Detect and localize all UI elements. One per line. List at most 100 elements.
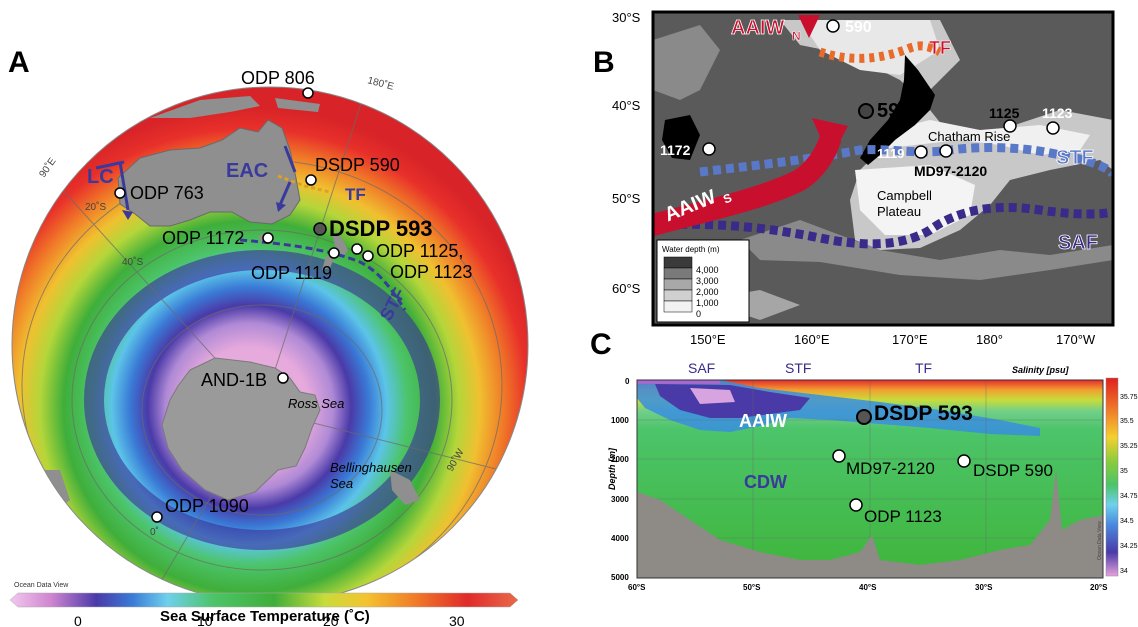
- site-marker-odp1123: [362, 250, 374, 262]
- aaiwn-label: AAIW N: [731, 17, 801, 44]
- panel-a: A: [8, 46, 529, 627]
- svg-text:35: 35: [1120, 468, 1128, 475]
- svg-text:34.75: 34.75: [1120, 493, 1138, 500]
- site-b-1119-label: 1119: [877, 146, 905, 161]
- svg-text:30°S: 30°S: [975, 583, 993, 592]
- campbell-label-1: Campbell: [877, 188, 932, 203]
- svg-text:1000: 1000: [611, 416, 629, 425]
- sites-c: DSDP 593 MD97-2120 DSDP 590 ODP 1123: [832, 402, 1053, 526]
- site-label-odp763: ODP 763: [130, 183, 204, 203]
- lat-tick-40: 40°S: [612, 98, 641, 113]
- sst-globe: [11, 86, 529, 604]
- svg-text:34.5: 34.5: [1120, 518, 1134, 525]
- svg-text:AAIW: AAIW: [731, 17, 784, 39]
- map-b-lon-ticks: 150°E 160°E 170°E 180° 170°W: [690, 332, 1096, 347]
- site-b-md97: [939, 144, 953, 158]
- panel-b: B 30°S 40°S 50°S: [593, 10, 1115, 347]
- site-label-odp1125: ODP 1125,: [376, 241, 463, 261]
- depth-legend-title: Water depth (m): [662, 245, 720, 254]
- svg-text:N: N: [792, 29, 801, 43]
- svg-text:40°S: 40°S: [859, 583, 877, 592]
- salinity-colorbar: 35.75 35.5 35.25 35 34.75 34.5 34.25 34: [1105, 377, 1138, 577]
- depth-3000: 3,000: [696, 276, 719, 286]
- site-marker-odp1172: [262, 232, 274, 244]
- panel-b-letter: B: [593, 46, 615, 79]
- salinity-title: Salinity [psu]: [1012, 365, 1070, 375]
- site-label-dsdp590: DSDP 590: [315, 155, 400, 175]
- new-zealand-landmass: [322, 232, 348, 270]
- depth-0: 0: [696, 309, 701, 319]
- site-marker-dsdp593: [313, 222, 327, 236]
- site-b-1119: [914, 145, 928, 159]
- panel-c-letter: C: [590, 328, 612, 361]
- site-b-590: [826, 19, 840, 33]
- sst-colorbar-label: Sea Surface Temperature (˚C): [160, 608, 370, 625]
- site-c-dsdp593: [856, 409, 872, 425]
- site-c-dsdp590-label: DSDP 590: [973, 461, 1053, 480]
- sst-tick-20: 20: [323, 613, 339, 627]
- svg-text:20°S: 20°S: [1090, 583, 1108, 592]
- antarctica-landmass: [161, 357, 321, 501]
- site-c-odp1123: [849, 498, 863, 512]
- depth-1000: 1,000: [696, 298, 719, 308]
- lon-tick-180: 180°: [976, 332, 1003, 347]
- svg-text:34: 34: [1120, 568, 1128, 575]
- lat-ticks-c: 60°S 50°S 40°S 30°S 20°S: [628, 583, 1108, 592]
- site-label-odp1090: ODP 1090: [165, 496, 249, 516]
- svg-text:3000: 3000: [611, 495, 629, 504]
- lon-180-label: 180˚E: [366, 74, 395, 93]
- campbell-label-2: Plateau: [877, 204, 921, 219]
- site-c-odp1123-label: ODP 1123: [864, 507, 942, 526]
- sst-colorbar: 0 10 20 30: [9, 592, 519, 627]
- svg-text:35.75: 35.75: [1120, 394, 1138, 401]
- lat-tick-50: 50°S: [612, 191, 641, 206]
- site-marker-odp806: [302, 87, 314, 99]
- sites-a: ODP 806 DSDP 590 ODP 763 DSDP 593 ODP 11…: [114, 68, 472, 523]
- tf-label: TF: [345, 185, 366, 204]
- odv-credit-a: Ocean Data View: [14, 582, 69, 589]
- sst-tick-30: 30: [449, 613, 465, 627]
- lon-90e-label: 90˚E: [37, 155, 59, 179]
- site-label-odp806: ODP 806: [241, 68, 315, 88]
- sst-tick-0: 0: [74, 613, 82, 627]
- section-seafloor: [637, 470, 1103, 578]
- site-marker-dsdp590: [305, 174, 317, 186]
- sst-tick-10: 10: [197, 613, 213, 627]
- site-c-dsdp593-label: DSDP 593: [874, 402, 973, 425]
- site-b-593-label: 593: [877, 100, 910, 122]
- svg-text:34.25: 34.25: [1120, 543, 1138, 550]
- site-b-1172: [702, 142, 716, 156]
- depth-2000: 2,000: [696, 287, 719, 297]
- site-marker-odp1125: [351, 243, 363, 255]
- lat-tick-60: 60°S: [612, 281, 641, 296]
- lon-tick-160e: 160°E: [794, 332, 830, 347]
- svg-text:2000: 2000: [611, 455, 629, 464]
- odv-credit-c: Ocean Data View: [1097, 521, 1103, 560]
- site-c-md97: [832, 449, 846, 463]
- front-b-saf: SAF: [1058, 232, 1098, 254]
- lon-tick-150e: 150°E: [690, 332, 726, 347]
- svg-text:50°S: 50°S: [743, 583, 761, 592]
- site-label-odp1123: ODP 1123: [390, 262, 472, 282]
- front-c-saf: SAF: [688, 360, 715, 376]
- lat-tick-30: 30°S: [612, 10, 641, 25]
- aaiw-label: AAIW: [739, 411, 787, 431]
- site-label-odp1119: ODP 1119: [251, 263, 332, 283]
- site-b-1125-label: 1125: [989, 105, 1020, 121]
- svg-text:0: 0: [625, 377, 630, 386]
- front-c-stf: STF: [785, 360, 811, 376]
- cdw-label: CDW: [744, 472, 787, 492]
- lon-tick-170w: 170°W: [1056, 332, 1096, 347]
- site-marker-odp763: [114, 187, 126, 199]
- map-b-frame: [651, 10, 1115, 327]
- site-marker-and1b: [277, 372, 289, 384]
- australia-landmass: [117, 119, 301, 227]
- site-c-dsdp590: [957, 454, 971, 468]
- depth-axis-label: Depth [m]: [607, 447, 617, 490]
- lon-0-label: 0˚: [150, 526, 159, 538]
- lc-label: LC: [87, 166, 114, 188]
- lat-20-label: 20˚S: [85, 201, 106, 213]
- site-marker-odp1090: [151, 511, 163, 523]
- depth-4000: 4,000: [696, 265, 719, 275]
- current-arrows: [118, 145, 407, 311]
